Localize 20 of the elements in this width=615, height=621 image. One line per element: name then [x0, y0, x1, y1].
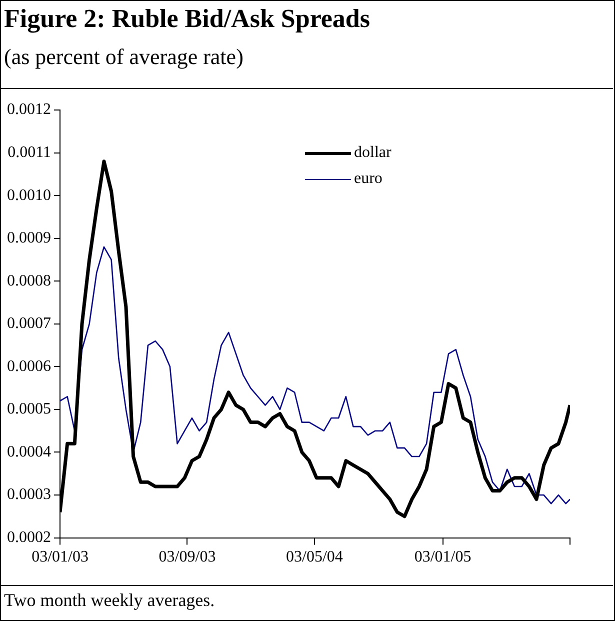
- x-tick-label: 03/01/03: [32, 548, 88, 566]
- y-tick-label: 0.0002: [7, 529, 51, 546]
- y-tick-label: 0.0009: [7, 230, 51, 247]
- y-tick-label: 0.0008: [7, 272, 51, 290]
- text: Two month weekly averages.: [4, 590, 215, 611]
- legend-label: dollar: [354, 144, 392, 162]
- legend-label: euro: [354, 170, 382, 188]
- y-tick-label: 0.0005: [7, 400, 51, 418]
- y-tick-label: 0.0003: [7, 486, 51, 504]
- x-tick-label: 03/05/04: [286, 548, 343, 566]
- chart-subtitle: (as percent of average rate): [4, 44, 244, 70]
- chart-title: Figure 2: Ruble Bid/Ask Spreads: [4, 4, 370, 34]
- x-tick-label: 03/09/03: [158, 548, 216, 566]
- y-tick-label: 0.0006: [7, 358, 51, 375]
- y-tick-label: 0.0004: [7, 443, 51, 460]
- y-tick-label: 0.0012: [7, 101, 51, 118]
- y-tick-label: 0.0011: [8, 144, 51, 161]
- y-tick-label: 0.0007: [7, 315, 51, 332]
- x-tick-label: 03/01/05: [414, 548, 472, 566]
- y-tick-label: 0.0010: [7, 186, 51, 204]
